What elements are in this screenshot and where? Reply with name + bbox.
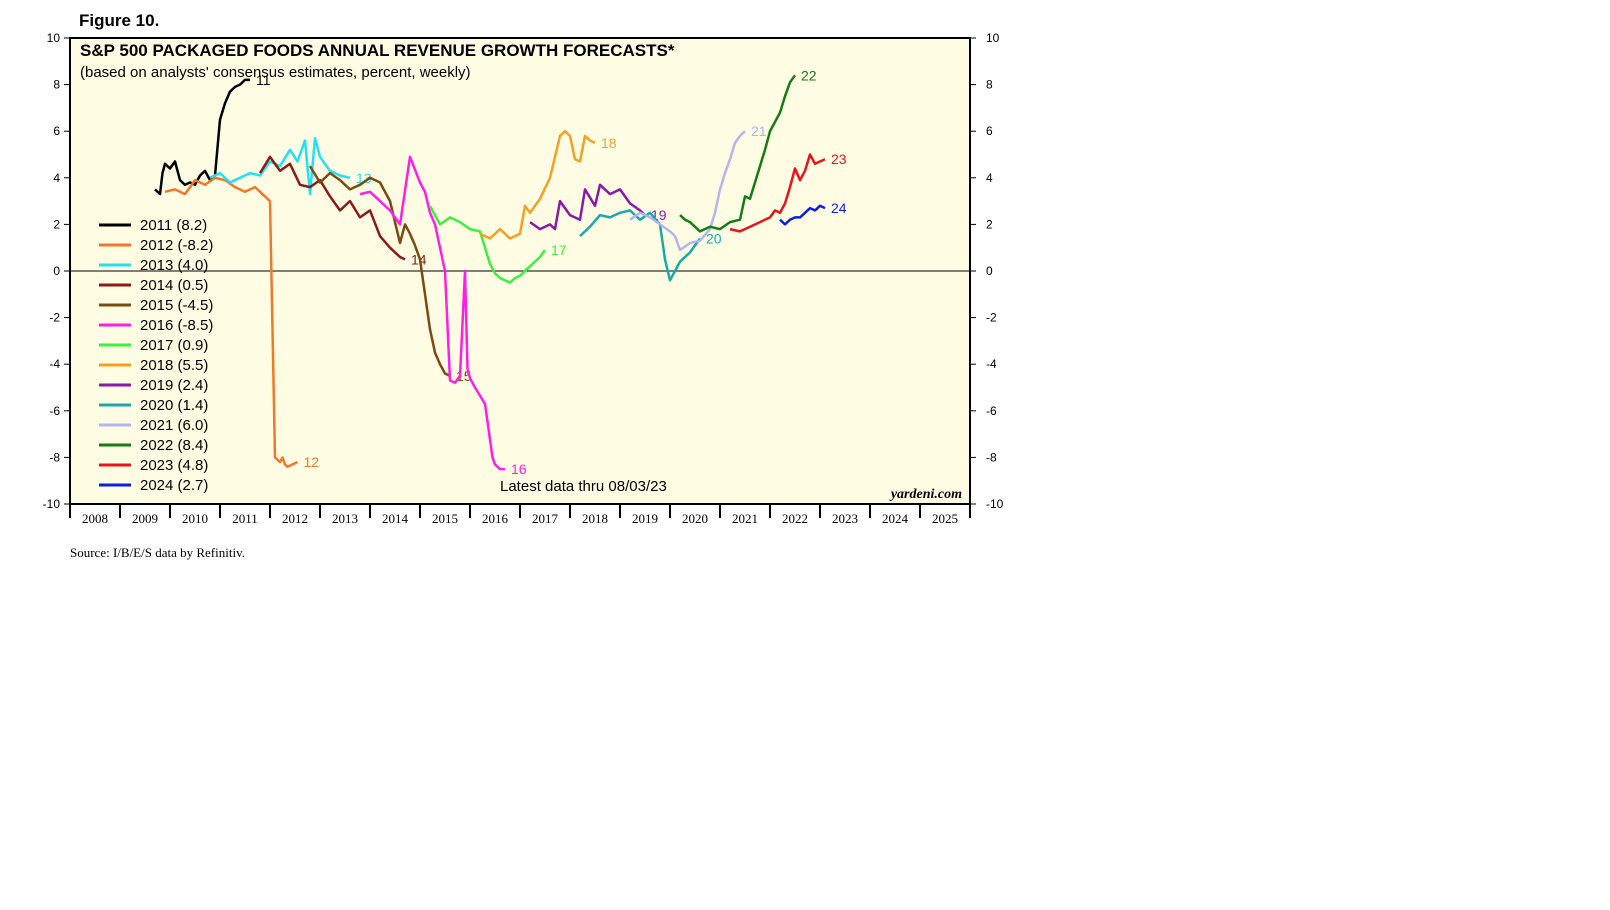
legend-label: 2017 (0.9) xyxy=(140,337,208,354)
series-line-2013 xyxy=(209,136,351,196)
x-tick-label: 2019 xyxy=(632,511,658,526)
y-tick-label-left: -10 xyxy=(43,497,61,511)
series-line-2011 xyxy=(154,78,250,196)
x-tick-label: 2024 xyxy=(882,511,909,526)
x-tick-label: 2012 xyxy=(282,511,308,526)
series-end-label-2012: 12 xyxy=(304,454,320,470)
x-tick-label: 2015 xyxy=(432,511,458,526)
legend-label: 2015 (-4.5) xyxy=(140,297,213,314)
series-line-2012 xyxy=(164,176,299,468)
y-tick-label-left: 0 xyxy=(53,264,60,278)
series-line-2017 xyxy=(428,205,547,284)
series-line-2014 xyxy=(258,155,406,261)
series-line-2019 xyxy=(529,183,646,231)
legend-label: 2024 (2.7) xyxy=(140,477,208,494)
series-line-2021 xyxy=(629,130,746,252)
series-line-2022 xyxy=(679,74,797,233)
legend-label: 2022 (8.4) xyxy=(140,437,208,454)
figure-label: Figure 10. xyxy=(79,11,159,30)
latest-data-note: Latest data thru 08/03/23 xyxy=(500,478,667,495)
brand-watermark: yardeni.com xyxy=(889,487,962,502)
y-tick-label-right: 8 xyxy=(986,78,993,92)
series-end-label-2022: 22 xyxy=(801,67,817,83)
x-tick-label: 2011 xyxy=(232,511,258,526)
legend-label: 2018 (5.5) xyxy=(140,357,208,374)
x-tick-label: 2009 xyxy=(132,511,158,526)
legend-label: 2019 (2.4) xyxy=(140,377,208,394)
y-tick-label-left: -4 xyxy=(49,357,60,371)
legend-label: 2014 (0.5) xyxy=(140,277,208,294)
y-tick-label-left: 8 xyxy=(53,78,60,92)
series-end-label-2020: 20 xyxy=(706,230,722,246)
x-tick-label: 2025 xyxy=(932,511,958,526)
series-end-label-2024: 24 xyxy=(831,200,847,216)
y-tick-label-right: 6 xyxy=(986,124,993,138)
x-tick-label: 2008 xyxy=(82,511,108,526)
series-line-2015 xyxy=(308,165,451,378)
x-tick-label: 2020 xyxy=(682,511,708,526)
legend-label: 2020 (1.4) xyxy=(140,397,208,414)
x-tick-label: 2018 xyxy=(582,511,608,526)
y-tick-label-right: -2 xyxy=(986,311,997,325)
y-tick-label-right: -6 xyxy=(986,404,997,418)
x-tick-label: 2014 xyxy=(382,511,409,526)
y-tick-label-right: -10 xyxy=(986,497,1004,511)
series-end-label-2011: 11 xyxy=(256,72,271,88)
series-line-2020 xyxy=(579,209,702,282)
x-tick-label: 2010 xyxy=(182,511,208,526)
y-tick-label-left: 6 xyxy=(53,124,60,138)
x-tick-label: 2021 xyxy=(732,511,758,526)
source-note: Source: I/B/E/S data by Refinitiv. xyxy=(70,545,245,560)
y-tick-label-right: 4 xyxy=(986,171,993,185)
y-tick-label-right: 0 xyxy=(986,264,993,278)
x-tick-label: 2023 xyxy=(832,511,858,526)
series-line-2018 xyxy=(479,129,596,240)
y-tick-label-left: 2 xyxy=(53,217,60,231)
legend-label: 2021 (6.0) xyxy=(140,417,208,434)
series-end-label-2016: 16 xyxy=(511,461,527,477)
legend-label: 2012 (-8.2) xyxy=(140,237,213,254)
series-line-2023 xyxy=(729,153,826,233)
legend-label: 2016 (-8.5) xyxy=(140,317,213,334)
axes: -10 -10-8 -8-6 -6-4 -4-2 -20 02 24 46 68 810 102008… xyxy=(43,31,1004,526)
x-tick-label: 2022 xyxy=(782,511,808,526)
series-line-2016 xyxy=(359,155,505,471)
y-tick-label-right: 10 xyxy=(986,31,1000,45)
x-tick-label: 2013 xyxy=(332,511,358,526)
chart-subtitle: (based on analysts' consensus estimates,… xyxy=(80,64,471,81)
y-tick-label-left: -6 xyxy=(49,404,60,418)
legend-label: 2011 (8.2) xyxy=(140,217,207,234)
series-end-label-2021: 21 xyxy=(751,123,767,139)
y-tick-label-left: -2 xyxy=(49,311,60,325)
y-tick-label-left: 4 xyxy=(53,171,60,185)
chart-title: S&P 500 PACKAGED FOODS ANNUAL REVENUE GR… xyxy=(80,41,675,60)
series-end-label-2017: 17 xyxy=(551,242,567,258)
x-tick-label: 2016 xyxy=(482,511,509,526)
y-tick-label-left: 10 xyxy=(47,31,61,45)
x-tick-label: 2017 xyxy=(532,511,559,526)
series-end-label-2018: 18 xyxy=(601,135,617,151)
series-line-2024 xyxy=(779,204,826,226)
y-tick-label-right: 2 xyxy=(986,217,993,231)
y-tick-label-right: -4 xyxy=(986,357,997,371)
legend: 2011 (8.2) 2012 (-8.2) 2013 (4.0) 2014 (0.5… xyxy=(99,217,213,494)
y-tick-label-left: -8 xyxy=(49,450,60,464)
series-end-label-2023: 23 xyxy=(831,151,847,167)
legend-label: 2013 (4.0) xyxy=(140,257,208,274)
series-end-label-2013: 13 xyxy=(356,170,372,186)
y-tick-label-right: -8 xyxy=(986,450,997,464)
legend-label: 2023 (4.8) xyxy=(140,457,208,474)
